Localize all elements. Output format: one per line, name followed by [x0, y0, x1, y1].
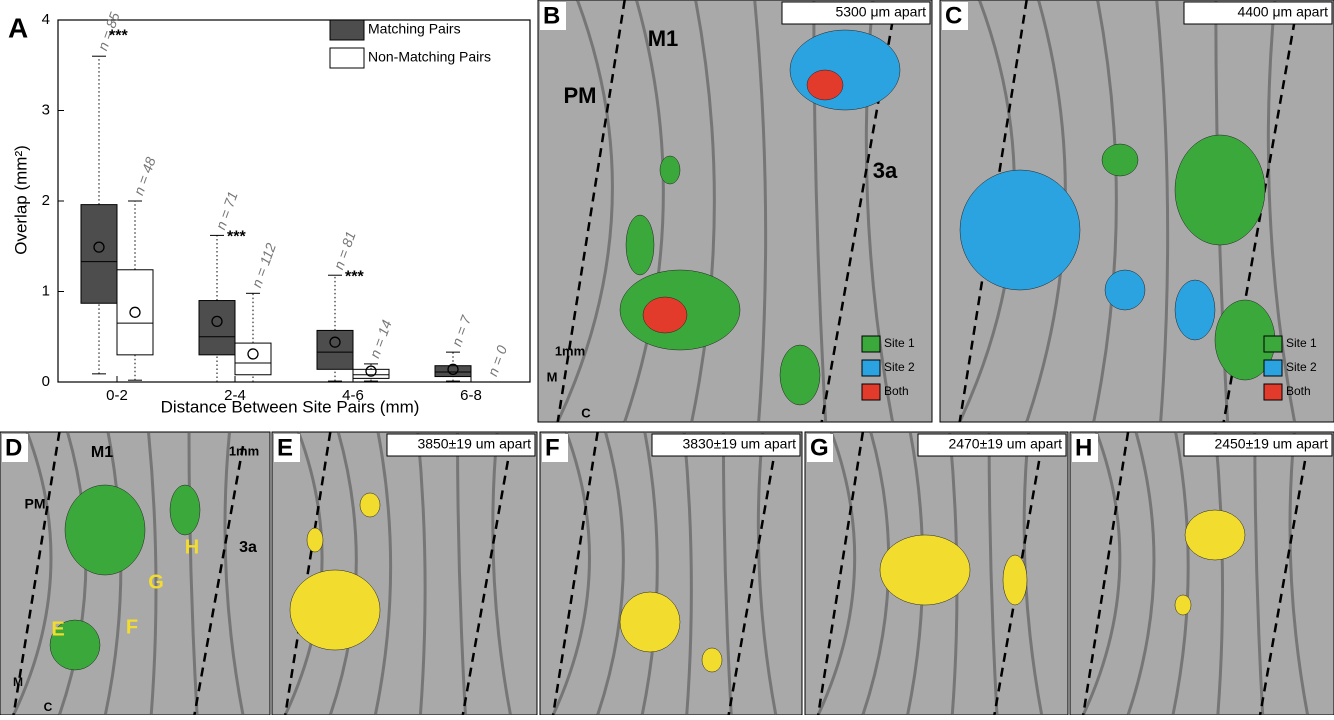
region-label: 1mm [229, 443, 259, 458]
box [199, 301, 235, 355]
region-label: M [547, 369, 558, 384]
panel-letter: A [8, 12, 28, 43]
legend-swatch [862, 384, 880, 400]
activation-region [807, 70, 843, 100]
activation-region [290, 570, 380, 650]
panel-letter: C [945, 2, 962, 29]
legend-swatch [1264, 360, 1282, 376]
panel-letter: E [277, 434, 293, 461]
activation-region [1102, 144, 1138, 176]
legend-label: Site 1 [1286, 336, 1317, 350]
legend-label: Site 2 [884, 360, 915, 374]
legend-label: Site 2 [1286, 360, 1317, 374]
x-tick-label: 2-4 [224, 387, 246, 404]
activation-region [1185, 510, 1245, 560]
n-label: n = 14 [366, 318, 395, 361]
distance: 2450±19 um apart [1214, 436, 1328, 452]
n-label: n = 48 [130, 155, 159, 198]
activation-region [643, 297, 687, 333]
region-label: H [185, 536, 199, 558]
legend-swatch [862, 360, 880, 376]
activation-region [1003, 555, 1027, 605]
x-tick-label: 0-2 [106, 387, 128, 404]
y-tick-label: 4 [42, 11, 50, 28]
region-label: M1 [648, 26, 679, 51]
activation-region [1175, 135, 1265, 245]
distance: 3830±19 um apart [682, 436, 796, 452]
panel-letter: H [1075, 434, 1092, 461]
legend-swatch [330, 48, 364, 68]
box [117, 270, 153, 355]
legend-swatch [1264, 336, 1282, 352]
y-tick-label: 1 [42, 282, 50, 299]
n-label: n = 7 [448, 312, 474, 348]
region-label: M [13, 675, 23, 689]
distance: 5300 μm apart [835, 4, 926, 20]
y-tick-label: 0 [42, 373, 50, 390]
significance: *** [109, 27, 128, 44]
region-label: 3a [239, 539, 257, 556]
legend-label: Both [884, 384, 909, 398]
panel-letter: B [543, 2, 560, 29]
legend-swatch [330, 20, 364, 40]
legend-label: Both [1286, 384, 1311, 398]
region-label: PM [564, 83, 597, 108]
x-axis-label: Distance Between Site Pairs (mm) [161, 397, 420, 416]
activation-region [1105, 270, 1145, 310]
region-label: F [126, 616, 138, 638]
activation-region [1175, 280, 1215, 340]
region-label: E [51, 618, 64, 640]
activation-region [626, 215, 654, 275]
region-label: C [581, 405, 591, 420]
region-label: G [148, 571, 164, 593]
box [81, 205, 117, 304]
y-tick-label: 3 [42, 101, 50, 118]
legend-label: Site 1 [884, 336, 915, 350]
box [353, 369, 389, 378]
panel-letter: F [545, 434, 560, 461]
activation-region [702, 648, 722, 672]
n-label: n = 112 [248, 241, 279, 290]
y-tick-label: 2 [42, 192, 50, 209]
activation-region [170, 485, 200, 535]
activation-region [1175, 595, 1191, 615]
region-label: 1mm [555, 343, 585, 358]
region-label: 3a [873, 158, 898, 183]
y-axis-label: Overlap (mm²) [11, 145, 30, 255]
region-label: M1 [91, 444, 113, 461]
distance: 4400 μm apart [1237, 4, 1328, 20]
distance: 2470±19 um apart [948, 436, 1062, 452]
legend-swatch [862, 336, 880, 352]
legend-label: Matching Pairs [368, 21, 461, 37]
panel-letter: G [810, 434, 829, 461]
page: {"chart_data":{"type":"box","panel":"A",… [0, 0, 1334, 720]
region-label: C [44, 700, 53, 714]
activation-region [620, 592, 680, 652]
legend-swatch [1264, 384, 1282, 400]
n-label: n = 71 [212, 189, 240, 231]
n-label: n = 0 [484, 343, 510, 378]
activation-region [960, 170, 1080, 290]
activation-region [307, 528, 323, 552]
distance: 3850±19 um apart [417, 436, 531, 452]
activation-region [880, 535, 970, 605]
activation-region [660, 156, 680, 184]
legend-label: Non-Matching Pairs [368, 49, 491, 65]
figure: A Distance Between Site Pairs (mm) Overl… [0, 0, 1334, 715]
significance: *** [345, 268, 364, 285]
box [317, 330, 353, 369]
n-label: n = 81 [330, 229, 358, 271]
significance: *** [227, 229, 246, 246]
activation-region [360, 493, 380, 517]
x-tick-label: 6-8 [460, 387, 482, 404]
panel-letter: D [5, 434, 22, 461]
activation-region [790, 30, 900, 110]
activation-region [65, 485, 145, 575]
activation-region [780, 345, 820, 405]
x-tick-label: 4-6 [342, 387, 364, 404]
region-label: PM [25, 496, 46, 512]
